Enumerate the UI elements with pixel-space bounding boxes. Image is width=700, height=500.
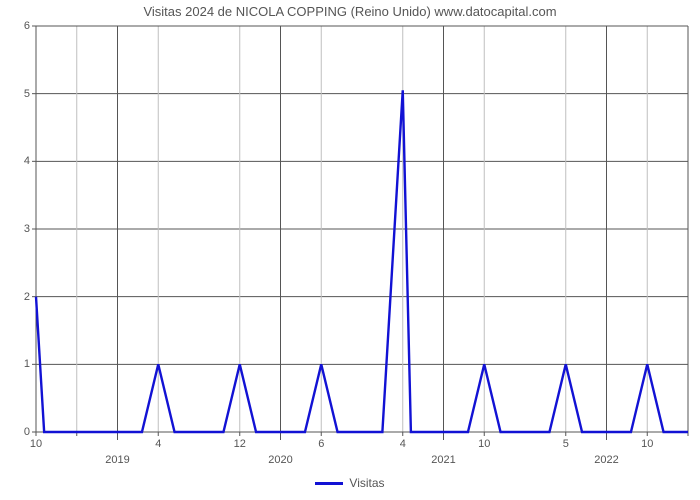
x-minor-tick-label: 10	[30, 438, 42, 450]
y-tick-label: 0	[14, 426, 30, 438]
x-year-label: 2022	[594, 454, 618, 466]
x-minor-tick-label: 10	[641, 438, 653, 450]
legend-swatch	[315, 482, 343, 485]
y-tick-label: 3	[14, 223, 30, 235]
chart-title: Visitas 2024 de NICOLA COPPING (Reino Un…	[0, 4, 700, 19]
x-minor-tick-label: 6	[318, 438, 324, 450]
y-tick-label: 5	[14, 88, 30, 100]
chart-plot	[36, 26, 688, 432]
x-minor-tick-label: 10	[478, 438, 490, 450]
y-tick-label: 2	[14, 291, 30, 303]
legend: Visitas	[0, 476, 700, 490]
x-minor-tick-label: 5	[563, 438, 569, 450]
x-year-label: 2021	[431, 454, 455, 466]
y-tick-label: 6	[14, 20, 30, 32]
y-tick-label: 4	[14, 155, 30, 167]
x-minor-tick-label: 4	[400, 438, 406, 450]
x-minor-tick-label: 4	[155, 438, 161, 450]
legend-label: Visitas	[349, 476, 384, 490]
x-minor-tick-label: 12	[234, 438, 246, 450]
y-tick-label: 1	[14, 358, 30, 370]
x-year-label: 2019	[105, 454, 129, 466]
x-year-label: 2020	[268, 454, 292, 466]
